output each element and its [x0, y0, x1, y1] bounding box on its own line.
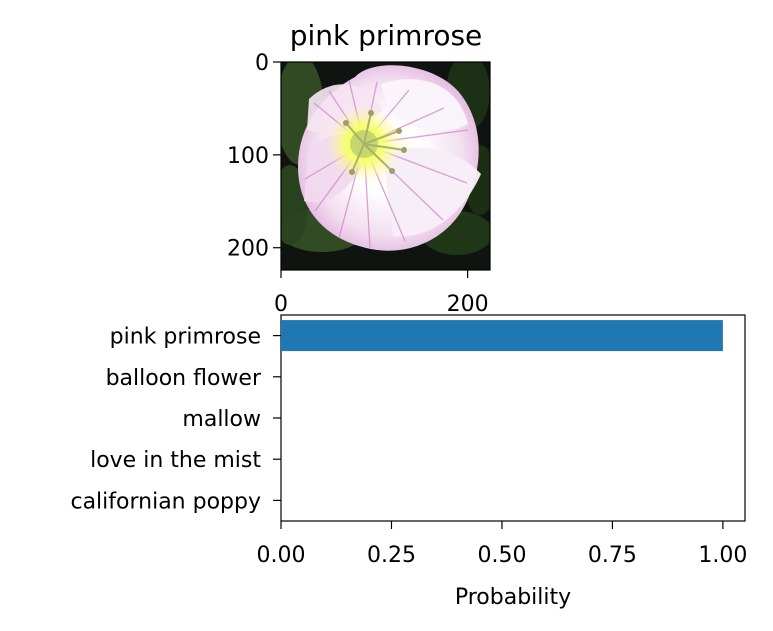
- bar-xtick-label: 0.75: [588, 543, 637, 568]
- bar-chart-axes: pink primrose balloon flower mallow love in…: [70, 314, 747, 610]
- category-label-mallow: mallow: [182, 407, 261, 432]
- image-ytick-label: 0: [255, 51, 269, 76]
- flower-image: [281, 62, 490, 270]
- bar-xtick-label: 0.50: [477, 543, 526, 568]
- bar-xlabel: Probability: [455, 585, 571, 610]
- image-axes: pink primrose: [227, 19, 491, 317]
- image-ytick-label: 100: [227, 144, 269, 169]
- image-xtick-label: 0: [274, 292, 288, 317]
- image-frame: [280, 61, 491, 271]
- category-label-californian-poppy: californian poppy: [70, 489, 261, 514]
- category-label-group: pink primrose balloon flower mallow love in…: [70, 325, 281, 514]
- category-label-love-in-the-mist: love in the mist: [90, 448, 261, 473]
- bar-pink-primrose: [281, 320, 723, 352]
- image-xtick-label: 200: [447, 292, 489, 317]
- bar-xtick-group: 0.00 0.25 0.50 0.75 1.00: [257, 521, 747, 568]
- bar-xtick-label: 1.00: [698, 543, 747, 568]
- image-title: pink primrose: [290, 19, 483, 52]
- bar-xtick-label: 0.00: [257, 543, 306, 568]
- image-ytick-label: 200: [227, 237, 269, 262]
- category-label-balloon-flower: balloon flower: [106, 366, 262, 391]
- bar-xtick-label: 0.25: [367, 543, 416, 568]
- bar-layer: [281, 320, 723, 352]
- image-tick-group: 0 200 0 100 200: [227, 51, 489, 317]
- category-label-pink-primrose: pink primrose: [110, 325, 261, 350]
